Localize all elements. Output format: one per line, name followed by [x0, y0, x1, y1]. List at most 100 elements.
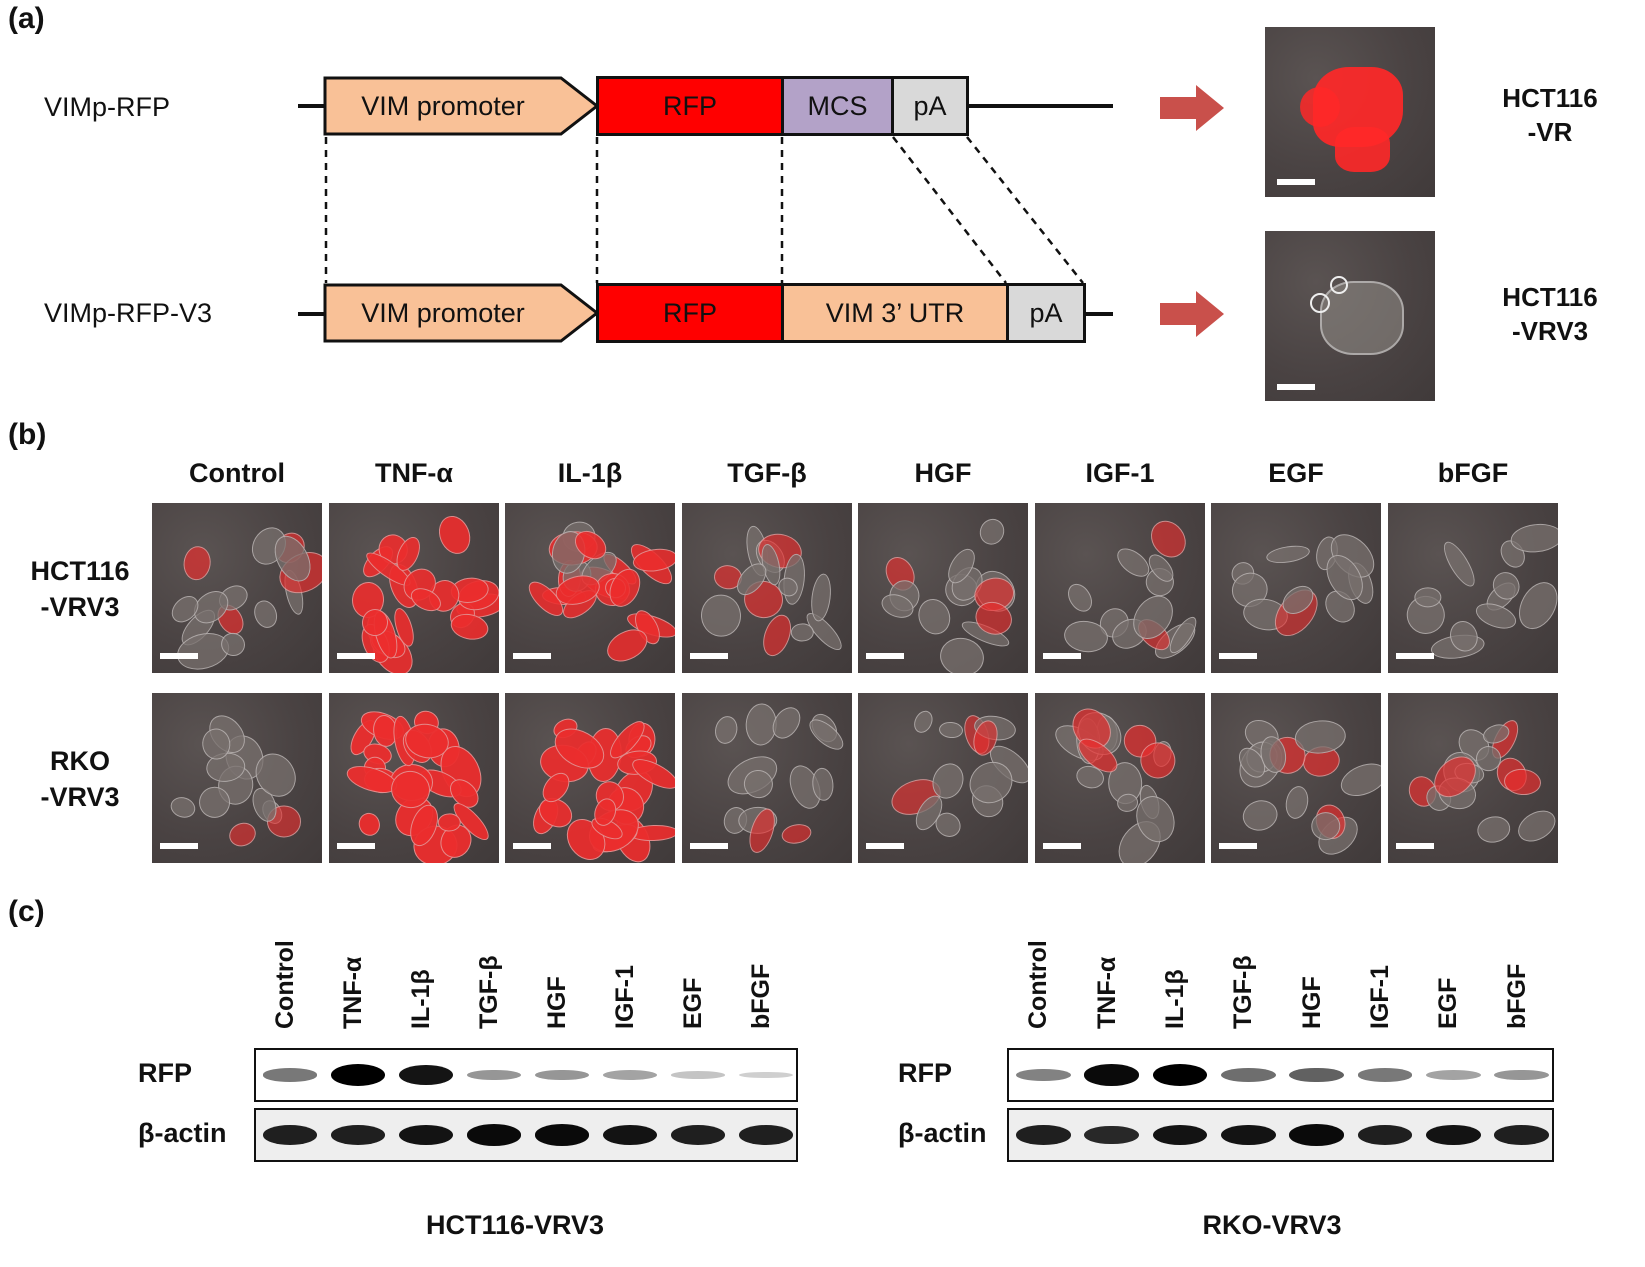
- blot-band: [1357, 1125, 1413, 1145]
- blot-band: [738, 1071, 794, 1079]
- blot-band: [1494, 1125, 1550, 1145]
- micrograph: [329, 693, 499, 863]
- rfp-blot: [254, 1048, 798, 1102]
- column-header: Control: [189, 458, 285, 488]
- micrograph: [1211, 503, 1381, 673]
- cell-line-label: HCT116 -VR: [1502, 83, 1598, 147]
- blot-band: [466, 1124, 522, 1146]
- lane-label: EGF: [679, 977, 707, 1029]
- pa-element: pA: [1006, 283, 1086, 343]
- cell-line-label: HCT116 -VRV3: [1502, 282, 1598, 346]
- scale-bar: [1043, 653, 1081, 659]
- blot-band: [1152, 1064, 1208, 1086]
- blot-band: [534, 1069, 590, 1081]
- micrograph: [329, 503, 499, 673]
- scale-bar: [866, 653, 904, 659]
- lane-label: EGF: [1434, 977, 1463, 1029]
- lane-label: IL-1β: [1160, 969, 1189, 1029]
- scale-bar: [513, 653, 551, 659]
- blot-band: [330, 1125, 386, 1145]
- micrograph: [1035, 693, 1205, 863]
- column-header: EGF: [1268, 458, 1324, 488]
- blot-row-label: RFP: [898, 1058, 952, 1088]
- panel-label-a: (a): [8, 2, 45, 35]
- micrograph: [858, 693, 1028, 863]
- micrograph: [858, 503, 1028, 673]
- column-header: bFGF: [1437, 458, 1509, 488]
- rfp-element: RFP: [596, 76, 784, 136]
- micrograph: [1035, 503, 1205, 673]
- blot-band: [534, 1124, 590, 1146]
- scale-bar: [690, 653, 728, 659]
- blot-band: [1220, 1068, 1276, 1082]
- blot-band: [1152, 1124, 1208, 1146]
- blot-band: [1426, 1070, 1481, 1080]
- row-header: HCT116 -VRV3: [30, 556, 130, 622]
- scale-bar: [1219, 843, 1257, 849]
- blot-band: [1494, 1069, 1550, 1081]
- blot-band: [1084, 1064, 1139, 1086]
- scale-bar: [1277, 384, 1315, 390]
- pa-element: pA: [891, 76, 969, 136]
- micrograph: [152, 503, 322, 673]
- blot-band: [1426, 1124, 1481, 1146]
- lane-label: IL-1β: [407, 969, 435, 1029]
- blot-title: RKO-VRV3: [1202, 1210, 1342, 1240]
- scale-bar: [1219, 653, 1257, 659]
- rfp-element: RFP: [596, 283, 784, 343]
- micrograph-hct116-vrv3: [1265, 231, 1435, 401]
- promoter-label: VIM promoter: [361, 90, 525, 121]
- blot-band: [1015, 1068, 1071, 1082]
- blot-band: [398, 1124, 454, 1146]
- blot-band: [738, 1125, 794, 1145]
- blot-band: [1289, 1124, 1345, 1146]
- blot-band: [1289, 1067, 1345, 1083]
- blot-band: [670, 1125, 726, 1145]
- panel-label-b: (b): [8, 418, 47, 451]
- column-header: TGF-β: [727, 458, 807, 488]
- lane-label: TNF-α: [1092, 956, 1121, 1029]
- promoter-arrow-shape: [323, 76, 600, 136]
- scale-bar: [337, 843, 375, 849]
- lane-label: bFGF: [1502, 963, 1531, 1029]
- blot-row-label: RFP: [138, 1058, 192, 1088]
- lane-label: Control: [271, 940, 299, 1029]
- micrograph: [152, 693, 322, 863]
- blot-band: [1084, 1125, 1139, 1145]
- micrograph: [505, 693, 675, 863]
- utr-element: VIM 3’ UTR: [781, 283, 1009, 343]
- blot-band: [330, 1064, 386, 1086]
- lane-label: IGF-1: [611, 965, 639, 1029]
- construct-name: VIMp-RFP-V3: [44, 298, 213, 328]
- promoter-arrow-shape: [323, 283, 600, 343]
- row-header: RKO -VRV3: [40, 746, 120, 812]
- scale-bar: [160, 653, 198, 659]
- blot-row-label: β-actin: [138, 1118, 227, 1148]
- blot-band: [262, 1125, 318, 1145]
- scale-bar: [337, 653, 375, 659]
- panel-label-c: (c): [8, 895, 45, 928]
- micrograph: [505, 503, 675, 673]
- blot-row-label: β-actin: [898, 1118, 987, 1148]
- scale-bar: [1396, 843, 1434, 849]
- blot-band: [1015, 1125, 1071, 1145]
- construct-name: VIMp-RFP: [44, 92, 171, 122]
- blot-band: [262, 1068, 318, 1082]
- actin-blot: [1007, 1108, 1554, 1162]
- blot-band: [398, 1064, 454, 1086]
- column-header: IL-1β: [557, 458, 623, 488]
- result-arrow-icon: [1160, 291, 1224, 337]
- lane-label: TGF-β: [475, 955, 503, 1029]
- lane-label: IGF-1: [1366, 965, 1395, 1029]
- lane-label: TGF-β: [1229, 955, 1258, 1029]
- blot-band: [1220, 1124, 1276, 1146]
- blot-title: HCT116-VRV3: [425, 1210, 605, 1240]
- lane-label: HGF: [1297, 976, 1326, 1029]
- micrograph: [1388, 693, 1558, 863]
- blot-band: [602, 1070, 658, 1080]
- dashed-projection-lines: [324, 136, 1084, 284]
- actin-blot: [254, 1108, 798, 1162]
- scale-bar: [1043, 843, 1081, 849]
- blot-band: [670, 1071, 726, 1079]
- lane-label: Control: [1024, 940, 1053, 1029]
